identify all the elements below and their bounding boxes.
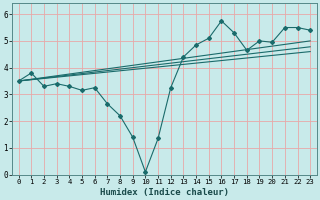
X-axis label: Humidex (Indice chaleur): Humidex (Indice chaleur) (100, 188, 229, 197)
